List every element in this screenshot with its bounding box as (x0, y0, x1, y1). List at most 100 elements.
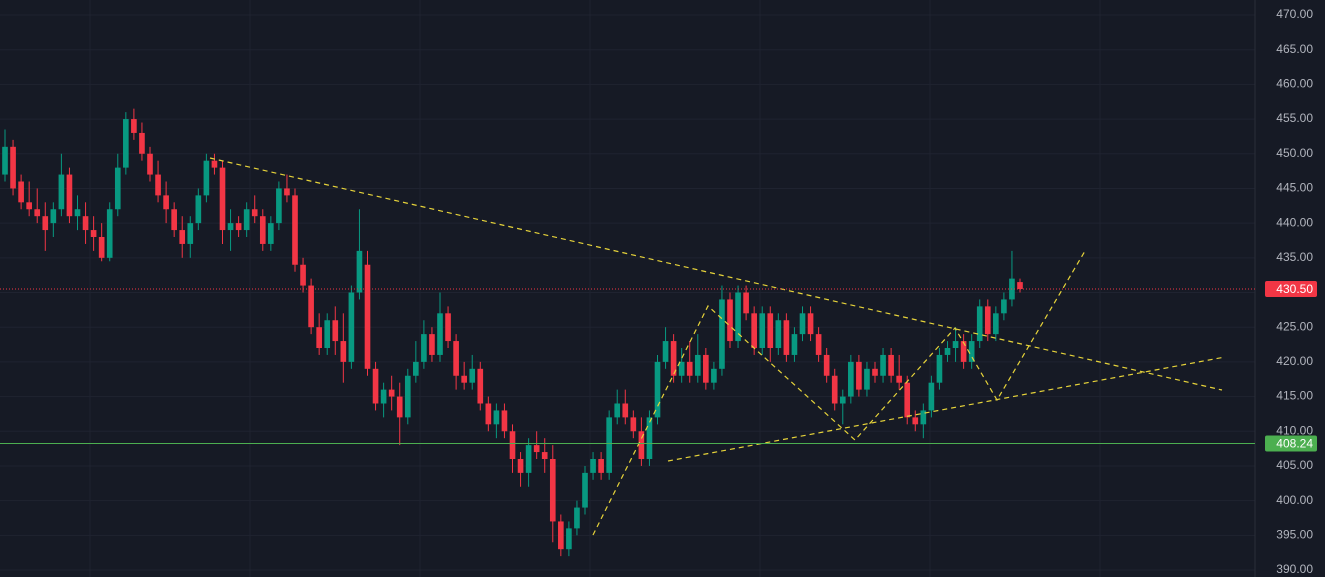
candle-body (888, 354, 894, 376)
candle-body (364, 264, 371, 369)
candle-body (396, 396, 403, 418)
candle-body (815, 334, 822, 355)
y-tick-label: 390.00 (1276, 562, 1313, 576)
candle-body (356, 250, 363, 293)
candle-body (711, 368, 717, 383)
candle-body (259, 216, 266, 244)
candle-body (791, 334, 798, 355)
candle-body (243, 209, 250, 231)
candle-body (630, 417, 637, 432)
y-tick-label: 450.00 (1276, 146, 1313, 160)
candle-body (251, 209, 258, 217)
grid (0, 14, 1255, 571)
candle-body (437, 313, 443, 355)
candle-body (606, 417, 612, 473)
candle-body (155, 174, 161, 196)
price-axis: 390.00 395.00 400.00 405.00 410.00 415.00 420.… (1276, 7, 1313, 576)
candle-body (936, 354, 943, 383)
candle-body (195, 195, 202, 224)
candle-body (952, 341, 959, 348)
candle-body (163, 195, 169, 210)
candle-body (880, 354, 886, 376)
candle-body (324, 320, 331, 348)
candle-body (566, 528, 572, 550)
candle-body (517, 459, 524, 473)
candle-body (477, 368, 484, 404)
y-tick-label: 445.00 (1276, 181, 1313, 195)
candle-body (678, 361, 685, 376)
candle-body (896, 375, 902, 383)
candle-body (203, 160, 210, 196)
candle-body (58, 174, 65, 210)
candle-body (662, 341, 669, 362)
candle-body (864, 368, 870, 390)
candle-body (493, 410, 500, 425)
candle-body (960, 341, 967, 362)
candle-body (968, 341, 975, 362)
candle-body (694, 354, 701, 376)
candle-body (139, 132, 145, 154)
y-tick-label: 460.00 (1276, 77, 1313, 91)
candle-body (976, 306, 983, 342)
candle-body (340, 341, 347, 362)
candle-body (284, 188, 290, 196)
candle-body (372, 368, 379, 404)
candle-body (445, 313, 451, 342)
candle-body (831, 375, 838, 404)
y-tick-label: 410.00 (1276, 423, 1313, 437)
candle-body (848, 361, 854, 397)
candle-body (26, 202, 32, 210)
candle-body (928, 382, 935, 411)
candle-body (82, 216, 89, 231)
candle-body (18, 181, 24, 203)
candle-body (42, 216, 49, 231)
candle-body (123, 119, 129, 168)
candle-body (106, 209, 113, 258)
candle-body (541, 452, 548, 459)
y-tick-label: 395.00 (1276, 527, 1313, 541)
candle-body (2, 146, 8, 175)
candle-body (670, 341, 677, 376)
candle-body (590, 459, 596, 473)
candle-body (316, 327, 322, 348)
candle-body (509, 431, 516, 459)
price-lines: 430.50 408.24 (0, 281, 1317, 452)
candle-body (703, 354, 709, 383)
candle-body (469, 368, 476, 383)
candle-body (743, 292, 749, 314)
candle-body (308, 285, 314, 328)
vertical-grid (89, 0, 1101, 577)
price-label-bg (1265, 435, 1317, 452)
candle-body (219, 167, 226, 231)
y-tick-label: 435.00 (1276, 250, 1313, 264)
candle-body (598, 459, 604, 473)
candle-body (727, 299, 733, 342)
candle-body (984, 306, 991, 335)
candle-body (235, 223, 242, 231)
candle-body (485, 403, 492, 425)
candle-body (582, 472, 588, 508)
y-tick-label: 400.00 (1276, 493, 1313, 507)
candle-body (783, 320, 790, 355)
candles (2, 108, 1023, 557)
candle-body (211, 160, 218, 168)
candle-body (872, 368, 878, 376)
candle-body (646, 417, 653, 459)
y-tick-label: 465.00 (1276, 42, 1313, 56)
candle-body (413, 361, 419, 376)
candle-body (751, 313, 757, 348)
candle-body (404, 375, 411, 418)
y-tick-label: 425.00 (1276, 319, 1313, 333)
candle-body (759, 313, 766, 348)
candle-body (839, 396, 846, 404)
candle-body (912, 417, 919, 425)
y-tick-label: 455.00 (1276, 111, 1313, 125)
candle-body (421, 334, 427, 362)
candle-body (686, 361, 693, 376)
candle-body (380, 389, 387, 404)
candle-body (453, 341, 459, 376)
candle-body (1001, 299, 1007, 314)
